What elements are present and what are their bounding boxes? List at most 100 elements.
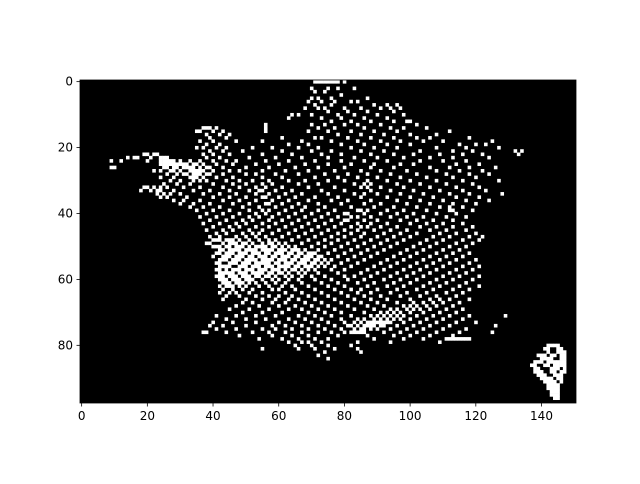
- image-pixel: [217, 290, 222, 295]
- image-pixel: [280, 254, 284, 259]
- image-pixel: [349, 323, 353, 328]
- image-pixel: [346, 323, 350, 328]
- image-pixel: [237, 267, 242, 272]
- image-pixel: [217, 271, 222, 275]
- image-pixel: [418, 159, 422, 163]
- image-pixel: [451, 337, 455, 341]
- image-pixel: [385, 116, 390, 120]
- image-pixel: [145, 185, 150, 190]
- image-pixel: [457, 284, 462, 288]
- image-pixel: [441, 248, 445, 252]
- image-pixel: [392, 136, 396, 140]
- image-pixel: [227, 238, 232, 242]
- image-pixel: [470, 241, 475, 246]
- image-pixel: [280, 251, 284, 255]
- image-pixel: [349, 129, 353, 134]
- image-pixel: [234, 257, 238, 262]
- image-pixel: [290, 267, 294, 272]
- image-pixel: [280, 244, 284, 249]
- image-pixel: [434, 225, 439, 229]
- image-pixel: [306, 142, 311, 147]
- image-pixel: [303, 317, 307, 321]
- image-pixel: [227, 281, 232, 285]
- image-pixel: [270, 271, 275, 275]
- image-pixel: [283, 254, 288, 259]
- image-pixel: [178, 192, 183, 196]
- image-pixel: [369, 238, 373, 242]
- image-pixel: [431, 261, 436, 265]
- image-pixel: [543, 346, 547, 351]
- image-pixel: [296, 271, 301, 275]
- image-pixel: [296, 218, 301, 223]
- image-pixel: [231, 228, 235, 232]
- image-pixel: [162, 182, 166, 186]
- image-pixel: [428, 244, 432, 249]
- image-pixel: [342, 274, 347, 279]
- image-pixel: [467, 314, 472, 318]
- image-pixel: [244, 323, 248, 328]
- image-pixel: [332, 346, 337, 351]
- image-pixel: [178, 178, 183, 183]
- image-pixel: [365, 172, 370, 176]
- image-pixel: [293, 211, 298, 216]
- image-pixel: [240, 251, 245, 255]
- image-pixel: [224, 330, 229, 335]
- image-pixel: [267, 238, 271, 242]
- image-pixel: [237, 168, 242, 173]
- image-pixel: [378, 225, 383, 229]
- image-pixel: [457, 248, 462, 252]
- image-pixel: [286, 254, 291, 259]
- image-pixel: [421, 337, 426, 341]
- image-pixel: [382, 320, 386, 325]
- image-pixel: [231, 201, 235, 206]
- image-pixel: [224, 145, 229, 150]
- image-pixel: [208, 188, 212, 193]
- image-pixel: [388, 307, 393, 312]
- image-pixel: [313, 314, 317, 318]
- image-pixel: [405, 274, 409, 279]
- image-pixel: [263, 234, 268, 239]
- image-pixel: [451, 155, 455, 160]
- image-pixel: [263, 211, 268, 216]
- image-pixel: [424, 264, 429, 269]
- image-pixel: [211, 244, 215, 249]
- image-pixel: [392, 281, 396, 285]
- image-pixel: [257, 215, 261, 219]
- image-pixel: [365, 304, 370, 308]
- image-pixel: [286, 215, 291, 219]
- image-pixel: [303, 248, 307, 252]
- image-pixel: [165, 172, 169, 176]
- image-pixel: [411, 307, 416, 312]
- image-pixel: [346, 241, 350, 246]
- image-pixel: [415, 251, 419, 255]
- image-pixel: [221, 198, 225, 203]
- image-pixel: [428, 136, 432, 140]
- image-pixel: [464, 145, 468, 150]
- image-pixel: [237, 238, 242, 242]
- image-pixel: [263, 267, 268, 272]
- image-pixel: [217, 267, 222, 272]
- image-pixel: [408, 132, 413, 137]
- image-pixel: [306, 267, 311, 272]
- image-pixel: [362, 323, 367, 328]
- image-pixel: [382, 231, 386, 236]
- image-pixel: [349, 343, 353, 348]
- image-pixel: [355, 244, 360, 249]
- image-pixel: [194, 175, 199, 180]
- image-pixel: [313, 80, 317, 84]
- image-pixel: [447, 208, 452, 213]
- image-pixel: [313, 251, 317, 255]
- image-pixel: [415, 287, 419, 292]
- image-pixel: [224, 244, 229, 249]
- image-pixel: [355, 281, 360, 285]
- image-pixel: [395, 211, 399, 216]
- image-pixel: [378, 241, 383, 246]
- image-pixel: [208, 323, 212, 328]
- image-pixel: [326, 251, 330, 255]
- image-pixel: [231, 175, 235, 180]
- image-pixel: [352, 86, 357, 91]
- image-pixel: [382, 132, 386, 137]
- image-pixel: [316, 264, 321, 269]
- image-pixel: [309, 244, 314, 249]
- image-pixel: [431, 287, 436, 292]
